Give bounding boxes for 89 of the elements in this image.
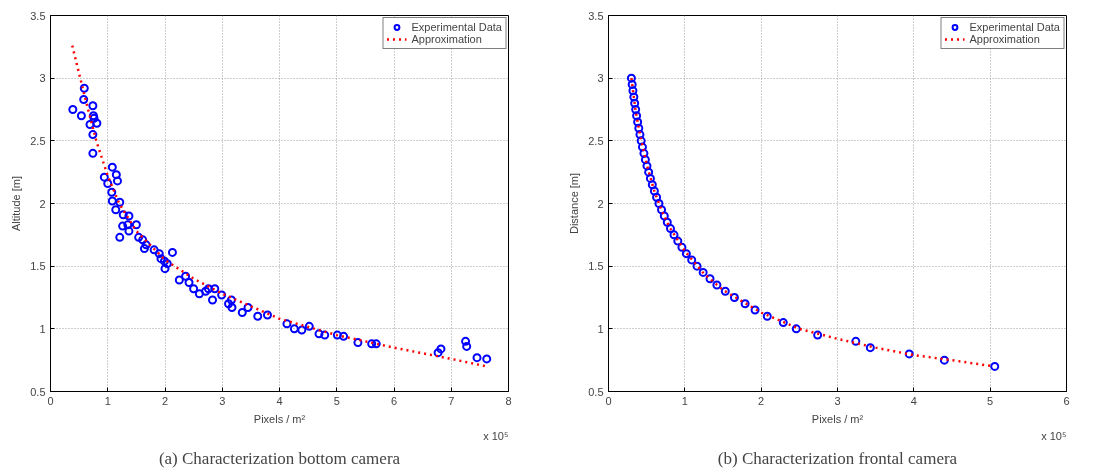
text: x 10⁵ xyxy=(1041,429,1067,442)
point xyxy=(692,261,702,271)
x-tick-label: 1 xyxy=(104,394,111,407)
point xyxy=(687,255,697,265)
legend-label: Approximation xyxy=(411,33,482,45)
point xyxy=(681,249,691,259)
point xyxy=(635,130,645,140)
y-tick-label: 2 xyxy=(39,197,46,210)
x-tick-label: 7 xyxy=(448,394,455,407)
x-tick-label: 2 xyxy=(758,394,765,407)
x-axis-title: Pixels / m² xyxy=(811,412,864,425)
point xyxy=(640,155,650,165)
x-tick-label: 3 xyxy=(219,394,226,407)
legend-label: Experimental Data xyxy=(969,21,1060,33)
x-tick-label: 0 xyxy=(47,394,54,407)
y-tick-label: 2.5 xyxy=(30,134,46,147)
point xyxy=(634,123,644,133)
point xyxy=(712,280,722,290)
x-tick-label: 1 xyxy=(681,394,688,407)
point xyxy=(639,148,649,158)
x-tick-label: 4 xyxy=(910,394,917,407)
y-tick-label: 3 xyxy=(39,72,46,85)
point xyxy=(629,92,639,102)
point xyxy=(644,167,654,177)
point xyxy=(657,205,667,215)
y-tick-label: 0.5 xyxy=(30,385,46,398)
point xyxy=(632,111,642,121)
x-axis-title: Pixels / m² xyxy=(253,412,306,425)
point xyxy=(652,192,662,202)
point xyxy=(645,173,655,183)
point xyxy=(626,73,636,83)
x-tick-label: 6 xyxy=(1063,394,1070,407)
point xyxy=(939,355,949,365)
y-tick-label: 1.5 xyxy=(30,260,46,273)
y-tick-label: 2.5 xyxy=(588,134,604,147)
point xyxy=(990,361,1000,371)
point xyxy=(750,305,760,315)
y-tick-label: 1.5 xyxy=(588,260,604,273)
point xyxy=(673,236,683,246)
text: x 10⁵ xyxy=(483,429,509,442)
point xyxy=(630,98,640,108)
point xyxy=(636,136,646,146)
point xyxy=(865,343,875,353)
x-tick-label: 5 xyxy=(987,394,994,407)
y-tick-label: 3.5 xyxy=(30,9,46,22)
point xyxy=(659,211,669,221)
point xyxy=(729,293,739,302)
legend-label: Experimental Data xyxy=(411,21,502,33)
y-tick-label: 1 xyxy=(39,322,46,335)
x-tick-label: 8 xyxy=(505,394,512,407)
x-tick-label: 2 xyxy=(161,394,169,407)
point xyxy=(662,217,672,227)
point xyxy=(904,349,914,359)
point xyxy=(851,336,861,346)
x-tick-label: 5 xyxy=(333,394,340,407)
y-axis-title: Distance [m] xyxy=(568,172,581,235)
point xyxy=(647,180,657,190)
point xyxy=(631,105,641,114)
point xyxy=(720,286,730,296)
point xyxy=(791,324,801,334)
point xyxy=(627,79,637,89)
y-tick-label: 3.5 xyxy=(588,9,604,22)
point xyxy=(762,311,772,321)
point xyxy=(637,142,647,152)
point xyxy=(813,330,823,340)
point xyxy=(740,299,750,309)
point xyxy=(649,186,659,196)
x-tick-label: 6 xyxy=(390,394,398,407)
point xyxy=(698,267,708,277)
point xyxy=(628,86,638,96)
y-tick-label: 2 xyxy=(597,197,604,210)
point xyxy=(778,318,788,328)
point xyxy=(654,199,664,208)
point xyxy=(633,117,643,127)
x-tick-label: 0 xyxy=(605,394,612,407)
y-tick-label: 3 xyxy=(597,72,604,85)
legend-label: Approximation xyxy=(969,33,1040,45)
point xyxy=(665,224,675,234)
x-tick-label: 3 xyxy=(834,394,841,407)
point xyxy=(669,230,679,240)
text: (a) Characterization bottom camera xyxy=(158,448,401,468)
point xyxy=(705,274,715,284)
x-tick-label: 4 xyxy=(276,394,283,407)
point xyxy=(677,242,687,252)
point xyxy=(642,161,652,171)
y-tick-label: 0.5 xyxy=(588,385,604,398)
text: (b) Characterization frontal camera xyxy=(717,448,958,468)
y-tick-label: 1 xyxy=(597,322,604,335)
y-axis-title: Altitude [m] xyxy=(10,175,23,232)
